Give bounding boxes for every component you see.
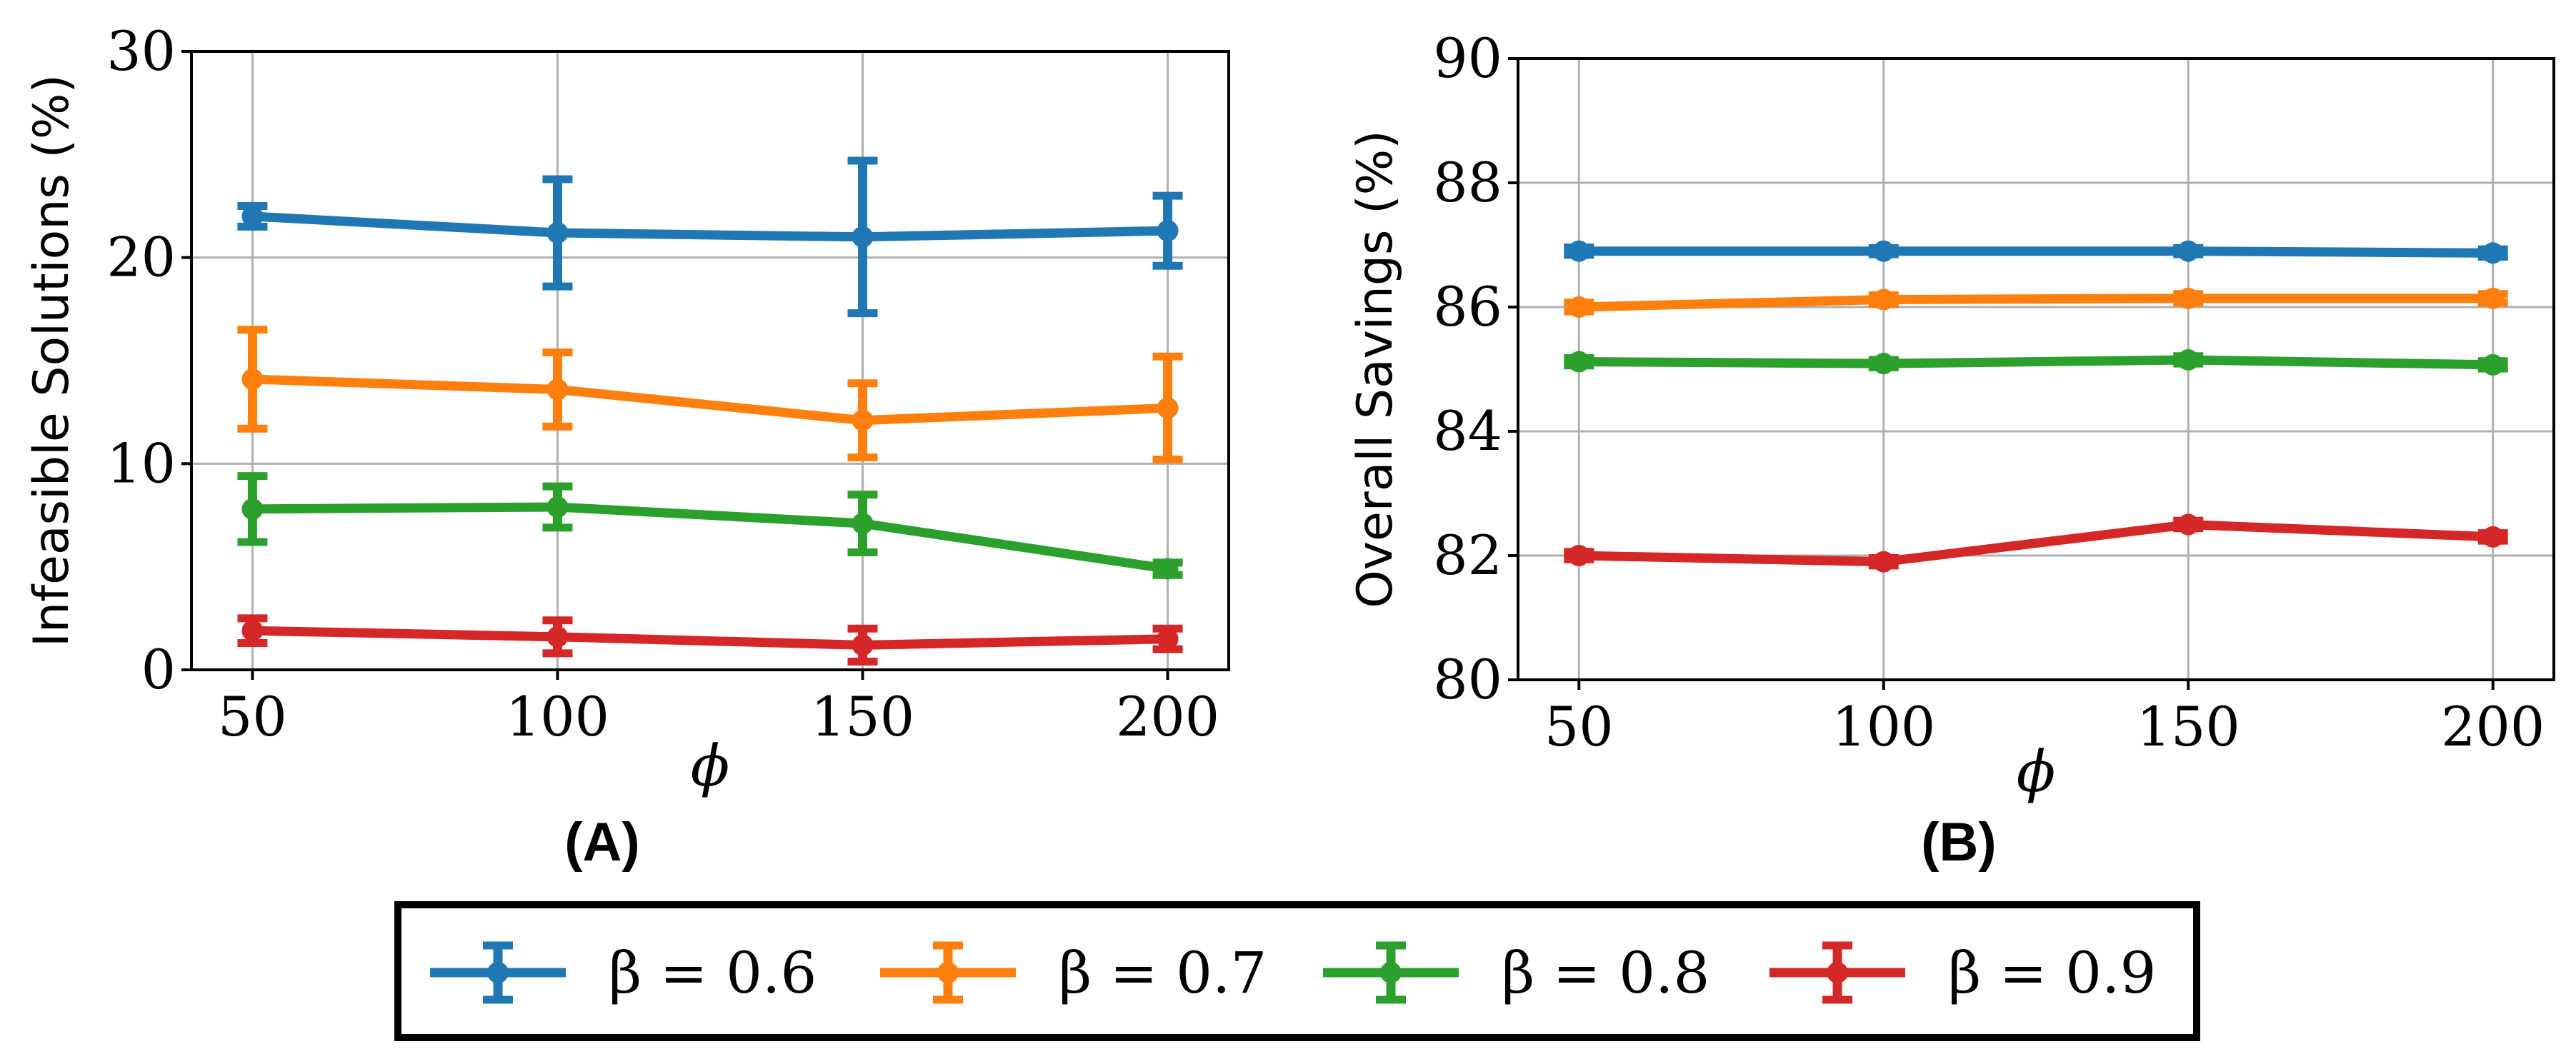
a-x-tick-label: 100: [506, 685, 609, 748]
a-data-point: [241, 205, 264, 227]
legend-frame: [394, 901, 2200, 1041]
legend-marker: [1827, 962, 1848, 983]
a-y-tick-label: 10: [106, 431, 176, 495]
b-data-point: [1568, 240, 1590, 262]
a-data-point: [852, 409, 874, 431]
a-data-point: [1157, 628, 1179, 650]
b-data-point: [1568, 545, 1590, 566]
b-series-line: [1579, 293, 2493, 312]
b-data-point: [2177, 513, 2200, 536]
b-axes-frame: [1517, 57, 2555, 681]
chart-panel-a: 50 100 150 200 0 10 20 30 Infeasible Solutions (…: [24, 19, 1230, 873]
b-data-point: [2482, 526, 2504, 548]
b-data-point: [1872, 240, 1894, 262]
a-data-point: [241, 620, 264, 642]
a-x-tick-label: 50: [218, 685, 287, 748]
a-data-point: [852, 513, 874, 535]
b-y-tick-label: 84: [1433, 399, 1502, 463]
legend-label: β = 0.7: [1059, 940, 1267, 1006]
b-series-3: [1564, 513, 2508, 573]
b-y-tick-label: 88: [1433, 151, 1502, 214]
b-y-tick-label: 86: [1433, 275, 1502, 338]
legend-marker: [487, 962, 509, 983]
a-data-point: [241, 498, 264, 520]
a-data-point: [546, 626, 569, 648]
a-data-point: [546, 222, 569, 244]
b-series-line: [1579, 520, 2493, 567]
b-x-tick-label: 50: [1544, 695, 1614, 758]
b-panel-label: (B): [1921, 812, 1997, 873]
a-data-point: [852, 634, 874, 656]
a-x-axis-label: ϕ: [691, 733, 730, 799]
a-data-point: [1157, 558, 1179, 580]
a-y-tick-label: 0: [141, 638, 176, 701]
a-x-tick-label: 200: [1116, 685, 1219, 748]
legend-marker: [937, 962, 959, 983]
a-y-tick-label: 20: [106, 226, 176, 289]
b-data-point: [2482, 242, 2504, 264]
legend-entry: β = 0.8: [1323, 940, 1709, 1006]
b-data-point: [1568, 296, 1590, 318]
a-series-3: [237, 614, 1183, 666]
a-data-point: [852, 226, 874, 248]
b-data-point: [2177, 240, 2200, 262]
a-panel-label: (A): [564, 812, 640, 873]
a-x-tick-label: 150: [811, 685, 914, 748]
legend: β = 0.6 β = 0.7 β = 0.8 β = 0.9: [394, 901, 2200, 1041]
a-series-line: [252, 211, 1168, 242]
a-series-2: [237, 472, 1183, 580]
legend-label: β = 0.9: [1948, 940, 2156, 1006]
b-data-point: [2482, 287, 2504, 309]
a-data-point: [1157, 397, 1179, 419]
a-series-line: [252, 502, 1169, 573]
b-x-tick-label: 150: [2137, 695, 2240, 758]
legend-label: β = 0.6: [609, 940, 817, 1006]
b-x-tick-label: 100: [1832, 695, 1935, 758]
a-series-1: [237, 326, 1183, 464]
chart-panel-b: 50 100 150 200 80 82 84 86 88 90 Overall Savings (…: [1347, 26, 2555, 873]
b-y-tick-label: 90: [1433, 26, 1502, 90]
legend-entry: β = 0.7: [880, 940, 1267, 1006]
a-data-point: [546, 496, 569, 518]
a-axes-frame: [190, 50, 1230, 671]
a-series-0: [237, 156, 1183, 318]
b-data-point: [2482, 353, 2504, 376]
a-y-axis-label: Infeasible Solutions (%): [24, 74, 80, 647]
a-series-line: [252, 626, 1168, 650]
b-data-point: [2177, 287, 2200, 309]
b-series-line: [1579, 246, 2493, 258]
legend-label: β = 0.8: [1502, 940, 1709, 1006]
b-data-point: [1872, 551, 1894, 573]
b-y-axis-label: Overall Savings (%): [1347, 130, 1404, 608]
a-data-point: [241, 368, 264, 390]
b-data-point: [1872, 353, 1894, 375]
a-y-tick-label: 30: [106, 19, 176, 83]
legend-entry: β = 0.9: [1769, 940, 2156, 1006]
legend-entry: β = 0.6: [430, 940, 817, 1006]
b-series-2: [1564, 348, 2508, 376]
b-x-axis-label: ϕ: [2017, 738, 2056, 805]
a-data-point: [1157, 220, 1179, 242]
b-x-tick-label: 200: [2441, 695, 2545, 758]
b-data-point: [2177, 348, 2200, 371]
b-data-point: [1872, 288, 1894, 311]
b-series-1: [1564, 287, 2508, 318]
legend-marker: [1380, 962, 1402, 983]
b-series-0: [1564, 240, 2508, 264]
b-series-line: [1579, 355, 2493, 370]
a-series-line: [252, 374, 1168, 426]
b-data-point: [1568, 351, 1590, 373]
b-y-tick-label: 82: [1433, 523, 1502, 587]
a-data-point: [546, 378, 569, 401]
b-y-tick-label: 80: [1433, 648, 1502, 711]
